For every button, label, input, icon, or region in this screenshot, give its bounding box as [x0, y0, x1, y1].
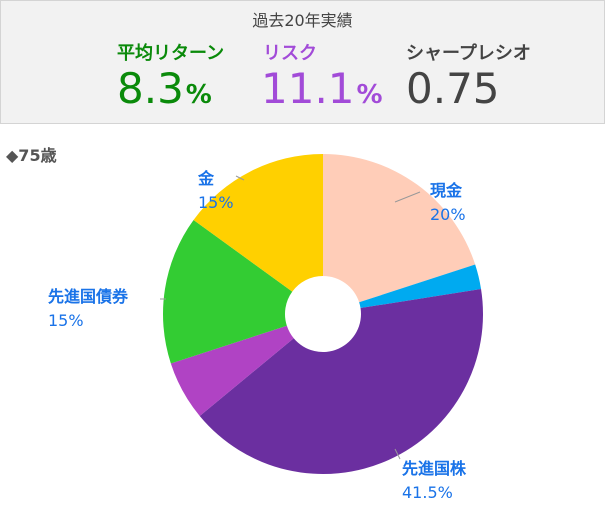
return-value-block: 8.3%: [117, 65, 212, 119]
stats-title: 過去20年実績: [252, 11, 353, 30]
slice-name-label: 先進国債券: [48, 287, 129, 306]
risk-value: 11.1: [261, 64, 355, 113]
slice-name-label: 現金: [430, 181, 463, 200]
risk-label: リスク: [263, 43, 317, 64]
slice-value-label: 15%: [198, 193, 234, 212]
age-label: ◆75歳: [6, 146, 57, 165]
label-leader-line: [394, 448, 401, 460]
return-unit: %: [185, 80, 212, 110]
slice-value-label: 41.5%: [402, 483, 453, 502]
slice-value-label: 15%: [48, 311, 84, 330]
pie-slice-unlabeled-3: [170, 325, 294, 416]
pie-slice-金: [193, 154, 323, 292]
return-value: 8.3: [117, 64, 184, 113]
slice-name-label: 先進国株: [402, 459, 467, 478]
sharpe-value: 0.75: [406, 64, 500, 113]
allocation-donut-chart: 現金 20% 先進国株 41.5% 先進国債券 15% 金 15%: [48, 154, 483, 502]
pie-slice-先進国債券: [163, 219, 293, 364]
slice-name-label: 金: [197, 169, 215, 188]
risk-value-block: 11.1%: [261, 65, 383, 119]
pie-slice-先進国株: [199, 288, 483, 474]
risk-unit: %: [356, 80, 383, 110]
pie-slices: [163, 154, 483, 474]
stats-panel: 過去20年実績 平均リターン 8.3% リスク 11.1% シャープレシオ 0.…: [0, 0, 605, 124]
slice-value-label: 20%: [430, 205, 466, 224]
label-leader-line: [235, 175, 245, 181]
label-leader-line: [394, 191, 421, 203]
pie-slice-現金: [323, 154, 476, 303]
slice-labels: 現金 20% 先進国株 41.5% 先進国債券 15% 金 15%: [48, 169, 467, 502]
label-leaders: [160, 175, 421, 460]
return-label: 平均リターン: [117, 43, 225, 64]
sharpe-label: シャープレシオ: [406, 43, 531, 64]
pie-slice-unlabeled-1: [359, 264, 482, 309]
